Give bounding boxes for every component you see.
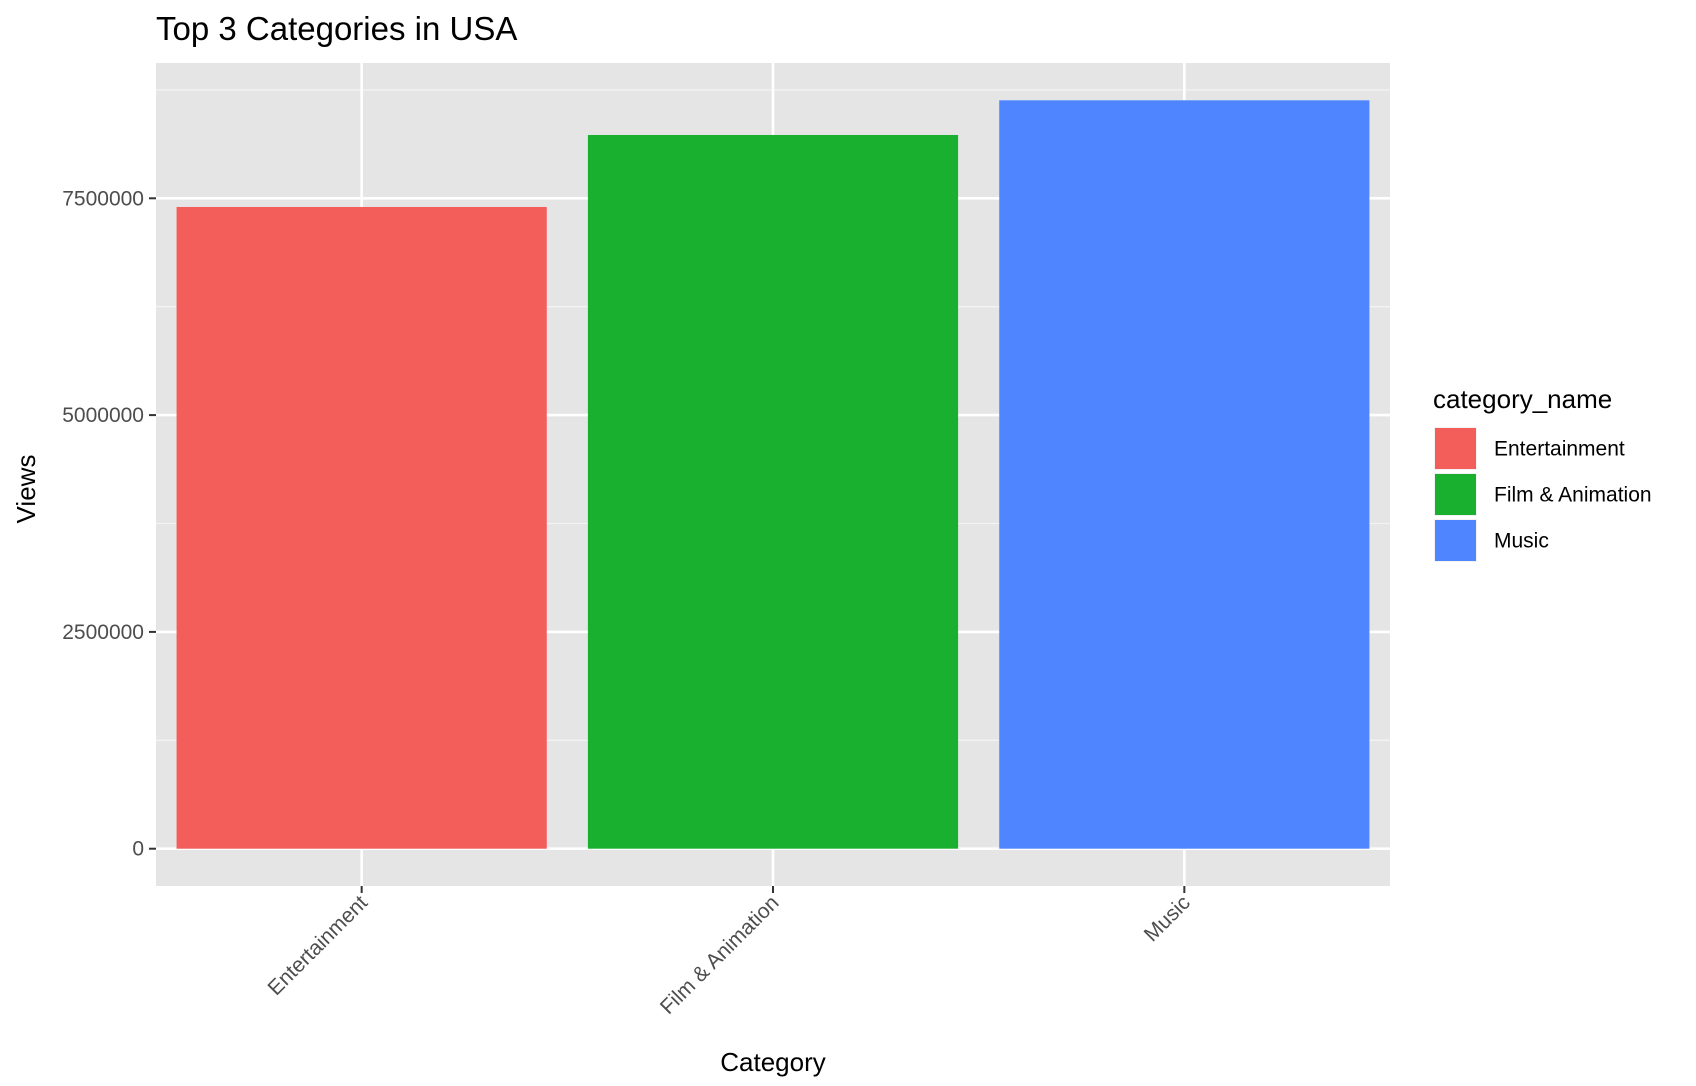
legend-title: category_name [1433,384,1612,414]
y-tick-label: 2500000 [62,621,144,644]
legend-label: Entertainment [1494,438,1625,461]
bar [176,206,547,849]
y-tick-label: 5000000 [62,404,144,427]
x-tick-label: Film & Animation [656,891,784,1019]
x-tick-label: Entertainment [263,891,372,1000]
y-tick-label: 7500000 [62,187,144,210]
legend-key-swatch [1435,520,1476,561]
bar [999,100,1370,849]
legend-label: Music [1494,530,1549,553]
bars [176,100,1370,849]
y-axis-title: Views [11,455,41,524]
y-tick-label: 0 [132,838,144,861]
legend-key-swatch [1435,428,1476,469]
legend: category_name Entertainment Film & Animat… [1433,384,1652,562]
chart-title: Top 3 Categories in USA [156,10,517,47]
legend-key-swatch [1435,474,1476,515]
x-axis-title: Category [720,1047,826,1077]
x-tick-label: Music [1140,891,1195,946]
legend-label: Film & Animation [1494,484,1652,507]
bar [587,134,959,849]
